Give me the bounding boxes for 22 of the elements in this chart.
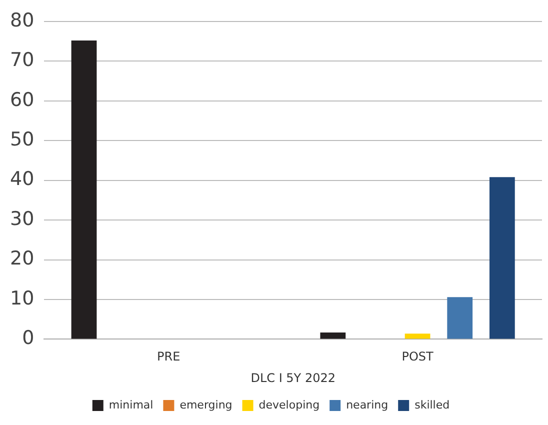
y-tick-label: 50 xyxy=(10,128,34,151)
x-tick-label: PRE xyxy=(157,350,180,364)
y-tick-label: 70 xyxy=(10,49,34,72)
bar xyxy=(320,332,346,339)
y-tick-label: 20 xyxy=(10,248,34,270)
y-tick-label: 40 xyxy=(10,168,34,190)
y-tick-label: 0 xyxy=(22,327,34,350)
legend-label: skilled xyxy=(414,398,450,412)
y-tick-label: 10 xyxy=(10,287,34,310)
bar xyxy=(404,334,430,339)
x-tick-label: POST xyxy=(402,350,434,364)
legend-label: nearing xyxy=(346,398,388,412)
x-axis-title: DLC I 5Y 2022 xyxy=(250,370,336,385)
bar xyxy=(447,297,473,339)
y-tick-label: 80 xyxy=(10,9,34,32)
legend-label: minimal xyxy=(108,398,154,412)
y-tick-label: 60 xyxy=(10,88,34,111)
legend-label: emerging xyxy=(180,398,232,412)
bar xyxy=(71,40,97,339)
bar xyxy=(489,177,515,339)
legend-label: developing xyxy=(258,398,320,412)
y-tick-label: 30 xyxy=(10,208,34,230)
